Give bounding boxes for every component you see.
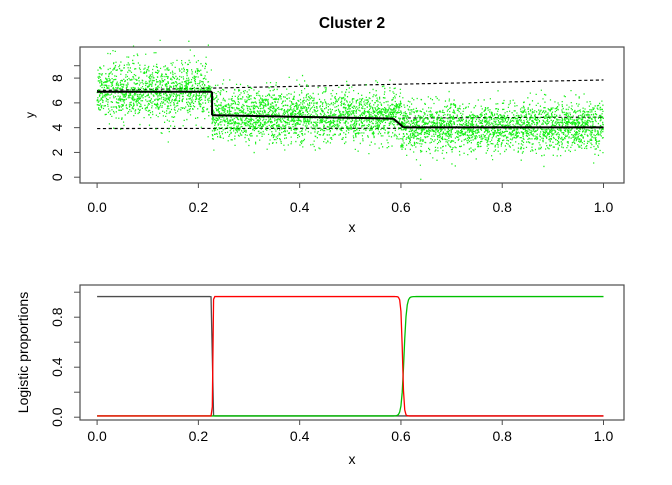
svg-text:0.6: 0.6	[391, 428, 411, 444]
svg-text:0.4: 0.4	[49, 357, 65, 377]
svg-text:0.0: 0.0	[49, 407, 65, 427]
svg-text:0.6: 0.6	[391, 199, 411, 215]
svg-text:y: y	[23, 112, 37, 118]
svg-text:0.4: 0.4	[290, 428, 310, 444]
svg-text:1.0: 1.0	[594, 199, 614, 215]
svg-text:1.0: 1.0	[594, 428, 614, 444]
svg-text:2: 2	[49, 148, 65, 156]
svg-text:0.8: 0.8	[492, 199, 512, 215]
svg-text:0.2: 0.2	[189, 428, 209, 444]
svg-text:0.4: 0.4	[290, 199, 310, 215]
svg-text:x: x	[349, 451, 356, 467]
svg-text:0.8: 0.8	[492, 428, 512, 444]
svg-text:6: 6	[49, 99, 65, 107]
svg-text:0.0: 0.0	[87, 428, 107, 444]
svg-text:0.8: 0.8	[49, 307, 65, 327]
svg-text:8: 8	[49, 74, 65, 82]
svg-text:4: 4	[49, 124, 65, 132]
svg-text:x: x	[349, 219, 356, 235]
svg-text:0.0: 0.0	[87, 199, 107, 215]
svg-text:Cluster 2: Cluster 2	[319, 15, 385, 32]
svg-text:0.2: 0.2	[189, 199, 209, 215]
svg-text:Logistic proportions: Logistic proportions	[15, 292, 31, 413]
svg-text:0: 0	[49, 173, 65, 181]
